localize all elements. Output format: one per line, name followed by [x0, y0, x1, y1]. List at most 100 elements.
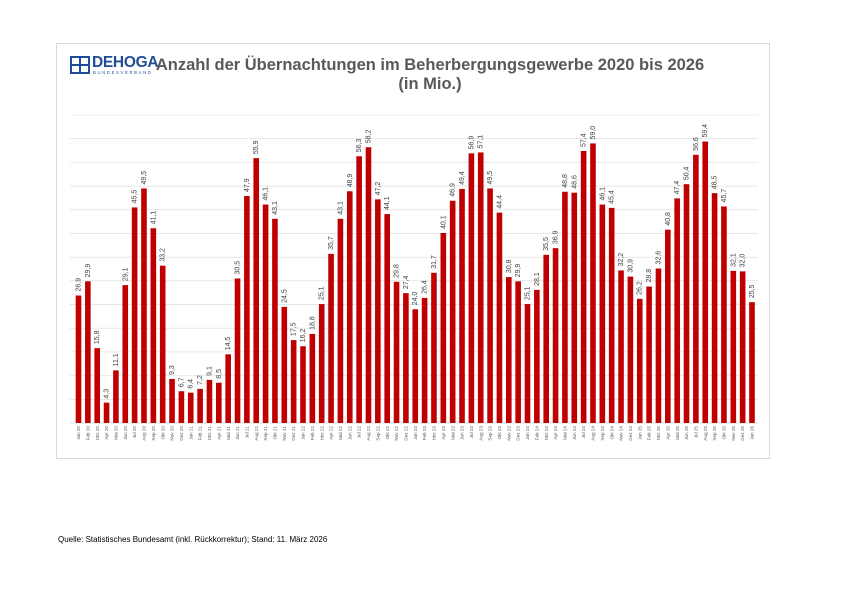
chart-title-block: Anzahl der Übernachtungen im Beherbergun… — [150, 56, 710, 94]
bar — [636, 298, 643, 423]
x-tick-label: Mai 24 — [563, 426, 568, 440]
value-label: 8,5 — [216, 369, 223, 379]
x-tick-label: Aug 21 — [254, 426, 259, 441]
x-tick-label: Dez 22 — [403, 426, 408, 441]
x-tick-label: Jul 20 — [132, 426, 137, 439]
x-tick-label: Dez 20 — [179, 426, 184, 441]
x-tick-label: Okt 21 — [273, 426, 278, 440]
value-label: 29,9 — [515, 264, 522, 278]
bar — [608, 207, 615, 423]
x-tick-label: Mrz 21 — [207, 426, 212, 440]
x-tick-label: Mai 20 — [114, 426, 119, 440]
x-tick-label: Jan 21 — [188, 426, 193, 440]
value-label: 56,3 — [356, 138, 363, 152]
bar — [244, 196, 250, 423]
bar — [262, 204, 269, 423]
x-tick-label: Nov 25 — [731, 426, 736, 441]
x-tick-label: Jan 25 — [637, 426, 642, 440]
x-tick-label: Jan 24 — [525, 426, 530, 440]
bar — [618, 270, 624, 423]
value-label: 26,9 — [76, 278, 83, 292]
x-tick-label: Mai 25 — [675, 426, 680, 440]
value-label: 44,1 — [384, 196, 391, 210]
x-tick-label: Jul 21 — [244, 426, 249, 439]
x-tick-label: Sep 22 — [375, 426, 380, 441]
value-label: 45,4 — [609, 190, 616, 204]
x-tick-label: Okt 24 — [609, 426, 614, 440]
x-tick-label: Apr 21 — [216, 426, 221, 440]
bar — [674, 198, 680, 423]
x-tick-label: Aug 25 — [703, 426, 708, 441]
value-label: 45,5 — [132, 190, 139, 204]
bar — [178, 391, 185, 423]
source-note: Quelle: Statistisches Bundesamt (inkl. R… — [58, 535, 328, 544]
bar — [384, 214, 390, 423]
x-tick-label: Apr 22 — [329, 426, 334, 440]
bar — [702, 141, 709, 423]
x-tick-label: Apr 23 — [441, 426, 446, 440]
value-label: 59,4 — [702, 124, 709, 138]
bar — [730, 270, 737, 423]
x-tick-label: Nov 20 — [170, 426, 175, 441]
value-label: 32,1 — [730, 253, 737, 267]
x-tick-label: Nov 22 — [394, 426, 399, 441]
value-label: 28,8 — [646, 269, 653, 283]
value-label: 24,5 — [281, 289, 288, 303]
logo-subtitle: BUNDESVERBAND — [93, 70, 153, 75]
bar — [739, 271, 746, 423]
value-label: 43,1 — [272, 201, 279, 215]
logo-wordmark: DEHOGA — [92, 54, 159, 71]
bar — [487, 188, 493, 423]
bar — [505, 277, 512, 423]
x-tick-label: Dez 23 — [516, 426, 521, 441]
value-label: 50,4 — [684, 166, 691, 180]
x-tick-label: Jun 24 — [572, 426, 577, 440]
value-label: 57,1 — [478, 135, 485, 149]
bar — [665, 229, 671, 423]
bar — [253, 158, 260, 423]
bar — [234, 278, 241, 423]
value-label: 29,8 — [394, 264, 401, 278]
bar — [187, 392, 194, 423]
value-label: 24,0 — [412, 292, 419, 306]
bar — [150, 228, 157, 423]
value-label: 31,7 — [431, 255, 438, 269]
bar — [309, 333, 316, 423]
value-label: 58,2 — [365, 129, 372, 143]
x-tick-label: Dez 25 — [740, 426, 745, 441]
bar — [655, 268, 662, 423]
value-label: 49,5 — [141, 171, 148, 185]
value-label: 49,4 — [459, 171, 466, 185]
value-label: 35,7 — [328, 236, 335, 250]
value-label: 25,1 — [525, 286, 532, 300]
bar — [346, 191, 353, 423]
bar — [356, 156, 362, 423]
x-tick-label: Mrz 24 — [544, 426, 549, 440]
x-tick-label: Apr 20 — [104, 426, 109, 440]
value-label: 33,2 — [160, 248, 167, 262]
x-tick-label: Jul 22 — [357, 426, 362, 439]
x-tick-label: Sep 24 — [600, 426, 605, 441]
bar — [562, 191, 568, 423]
x-tick-label: Jun 21 — [235, 426, 240, 440]
value-label: 30,5 — [235, 261, 242, 275]
value-label: 32,0 — [740, 254, 747, 268]
x-tick-label: Apr 25 — [665, 426, 670, 440]
value-label: 16,2 — [300, 329, 307, 343]
x-tick-label: Jul 23 — [469, 426, 474, 439]
x-tick-label: Dez 24 — [628, 426, 633, 441]
value-label: 47,4 — [674, 181, 681, 195]
value-label: 26,2 — [637, 281, 644, 295]
value-label: 48,8 — [562, 174, 569, 188]
x-tick-label: Mai 21 — [226, 426, 231, 440]
x-tick-label: Feb 22 — [310, 426, 315, 441]
bar — [477, 152, 484, 424]
x-tick-label: Okt 20 — [160, 426, 165, 440]
value-label: 26,4 — [422, 280, 429, 294]
bar — [122, 285, 129, 423]
value-label: 46,9 — [450, 183, 457, 197]
x-tick-label: Okt 22 — [385, 426, 390, 440]
bar — [225, 354, 231, 423]
bar — [552, 248, 559, 423]
x-tick-label: Apr 24 — [553, 426, 558, 440]
